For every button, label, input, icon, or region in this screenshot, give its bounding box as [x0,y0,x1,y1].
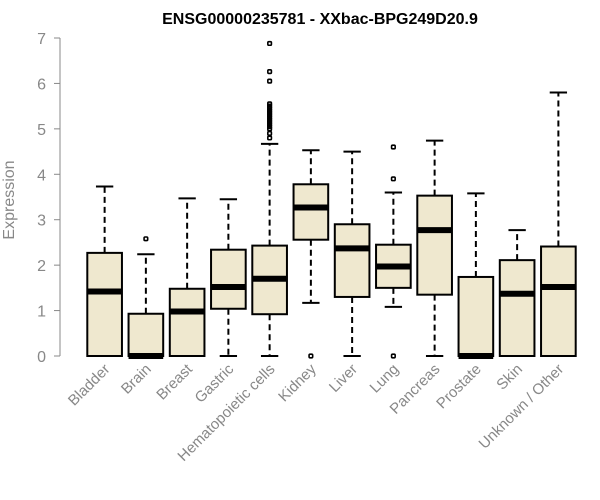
iqr-box [540,245,577,357]
y-tick-label: 5 [37,122,46,139]
box-bladder [86,185,123,357]
iqr-box [333,223,371,298]
box-brain [127,236,165,359]
y-tick-label: 7 [37,31,46,48]
outlier-point [390,353,396,359]
x-tick-label: Lung [367,361,403,397]
box-liver [333,150,371,357]
iqr-box [127,312,165,358]
box-kidney [292,149,330,359]
x-tick-label: Breast [153,360,196,403]
box-unknown-other [540,91,577,357]
y-tick-label: 1 [37,304,46,321]
outlier-point [267,135,273,141]
outlier-point [390,144,396,150]
x-tick-label: Brain [118,361,155,398]
outlier-point [143,236,149,242]
iqr-box [498,259,536,358]
box-skin [498,229,536,358]
box-pancreas [416,139,453,357]
outlier-point [267,69,273,75]
x-tick-label: Prostate [433,361,485,413]
iqr-box [210,248,247,310]
box-lung [375,144,412,359]
iqr-box [292,183,330,241]
iqr-box [86,251,123,357]
outlier-point [267,40,273,47]
box-gastric [210,198,247,357]
outlier-point [308,353,314,359]
outlier-point [267,130,273,137]
y-tick-label: 3 [37,213,46,230]
x-tick-label: Kidney [275,360,320,405]
box-breast [168,197,206,357]
x-tick-label: Bladder [65,361,114,410]
y-tick-label: 2 [37,258,46,275]
y-axis-label: Expression [1,160,18,239]
y-axis: 0 1 2 3 4 5 6 7 [37,31,61,366]
outlier-point [267,101,273,107]
y-tick-label: 0 [37,349,46,366]
y-tick-label: 6 [37,76,46,93]
outlier-point [267,78,273,84]
x-tick-label: Liver [326,361,361,396]
outlier-point [390,176,396,182]
box-hematopoietic-cells [251,40,288,357]
iqr-box [457,275,495,357]
iqr-box [168,287,206,357]
iqr-box [416,194,453,296]
chart-title: ENSG00000235781 - XXbac-BPG249D20.9 [162,11,478,28]
x-tick-label: Skin [493,361,526,394]
y-tick-label: 4 [37,167,46,184]
box-prostate [457,192,495,359]
boxes-group [86,40,577,359]
